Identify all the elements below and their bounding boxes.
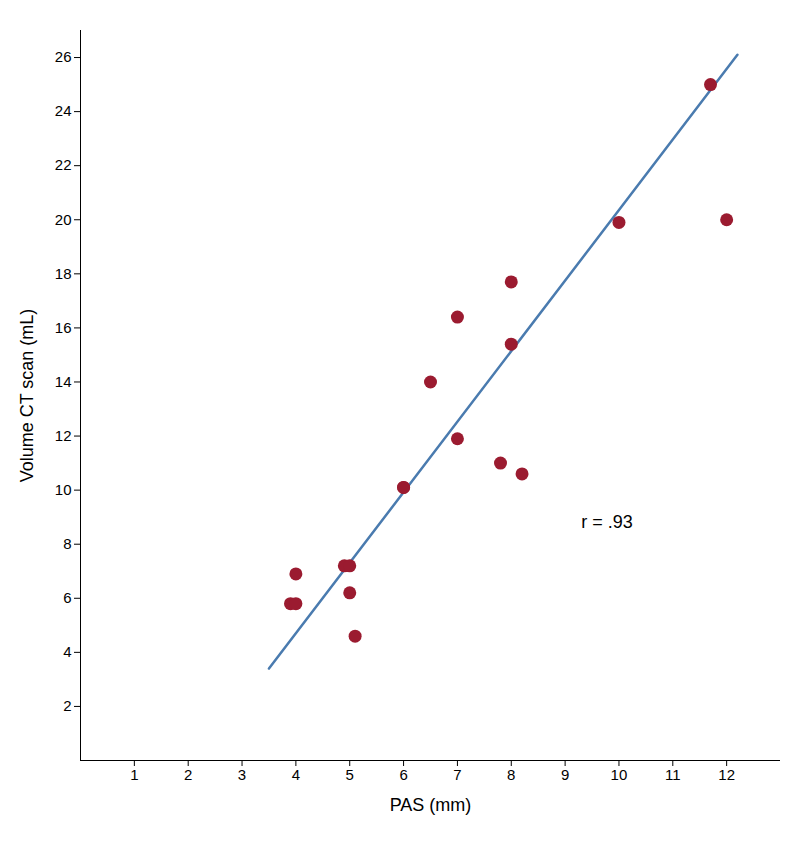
- svg-text:2: 2: [184, 766, 192, 783]
- svg-text:16: 16: [55, 319, 72, 336]
- svg-text:2: 2: [63, 697, 71, 714]
- svg-text:6: 6: [399, 766, 407, 783]
- svg-text:1: 1: [130, 766, 138, 783]
- svg-text:8: 8: [63, 535, 71, 552]
- svg-text:Volume CT scan (mL): Volume CT scan (mL): [17, 309, 37, 483]
- svg-text:12: 12: [718, 766, 735, 783]
- svg-text:26: 26: [55, 48, 72, 65]
- svg-text:10: 10: [55, 481, 72, 498]
- svg-text:18: 18: [55, 265, 72, 282]
- svg-text:3: 3: [238, 766, 246, 783]
- svg-text:r = .93: r = .93: [581, 512, 633, 532]
- svg-text:8: 8: [507, 766, 515, 783]
- svg-text:14: 14: [55, 373, 72, 390]
- svg-text:5: 5: [346, 766, 354, 783]
- svg-text:12: 12: [55, 427, 72, 444]
- svg-text:10: 10: [611, 766, 628, 783]
- svg-text:4: 4: [292, 766, 300, 783]
- svg-text:20: 20: [55, 211, 72, 228]
- svg-text:11: 11: [665, 766, 681, 783]
- svg-text:22: 22: [55, 156, 72, 173]
- svg-text:PAS (mm): PAS (mm): [390, 795, 472, 815]
- svg-text:9: 9: [561, 766, 569, 783]
- svg-text:7: 7: [453, 766, 461, 783]
- svg-text:4: 4: [63, 643, 71, 660]
- svg-text:24: 24: [55, 102, 72, 119]
- svg-text:6: 6: [63, 589, 71, 606]
